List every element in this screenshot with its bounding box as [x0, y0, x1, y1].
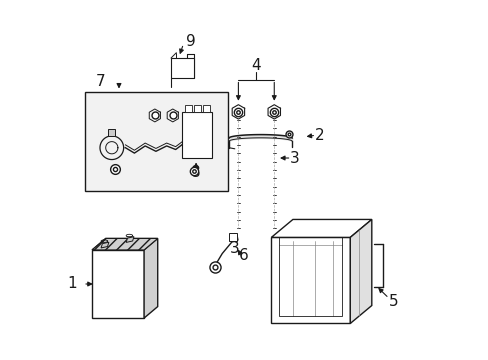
Bar: [171, 58, 194, 78]
Bar: [229, 233, 237, 241]
Bar: [85, 92, 228, 191]
Text: 9: 9: [185, 35, 195, 49]
Bar: [194, 105, 201, 112]
Text: 6: 6: [239, 248, 248, 263]
Polygon shape: [108, 129, 115, 136]
Polygon shape: [101, 242, 109, 248]
Bar: [203, 105, 209, 112]
Bar: [271, 237, 349, 323]
Polygon shape: [92, 238, 158, 250]
Text: 5: 5: [388, 294, 397, 310]
Polygon shape: [349, 220, 371, 323]
Text: 1: 1: [67, 276, 77, 292]
Bar: [279, 237, 342, 316]
Polygon shape: [92, 238, 158, 250]
Text: 7: 7: [96, 74, 105, 89]
Bar: [185, 105, 191, 112]
Text: 3: 3: [229, 240, 239, 256]
Polygon shape: [144, 238, 158, 318]
Text: 8: 8: [191, 165, 201, 180]
Text: 3: 3: [289, 150, 299, 166]
Bar: [92, 250, 144, 318]
Text: 4: 4: [251, 58, 261, 73]
Polygon shape: [271, 220, 371, 237]
Polygon shape: [126, 237, 134, 242]
Text: 2: 2: [314, 128, 324, 143]
Bar: [182, 112, 212, 158]
